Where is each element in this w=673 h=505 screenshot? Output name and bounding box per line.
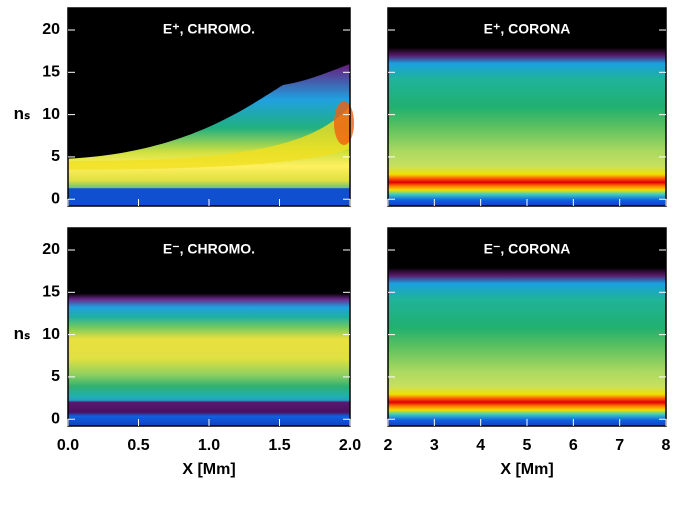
y-axis-label: nₛ (14, 104, 31, 123)
heatmap-image (68, 228, 350, 426)
y-tick-label: 0 (51, 410, 60, 427)
heatmap-image (68, 106, 350, 170)
panel-title: E⁻, CORONA (484, 241, 571, 257)
y-tick-label: 5 (51, 368, 60, 385)
y-axis-label: nₛ (14, 324, 31, 343)
x-tick-label: 3 (430, 437, 439, 454)
y-tick-label: 20 (42, 21, 60, 38)
x-tick-label: 7 (615, 437, 624, 454)
y-tick-label: 10 (42, 326, 60, 343)
y-tick-label: 5 (51, 148, 60, 165)
x-tick-label: 2.0 (339, 437, 361, 454)
x-tick-label: 8 (662, 437, 671, 454)
y-tick-label: 10 (42, 106, 60, 123)
y-tick-label: 0 (51, 190, 60, 207)
x-axis-label: X [Mm] (500, 461, 553, 478)
x-tick-label: 0.5 (127, 437, 149, 454)
x-tick-label: 0.0 (57, 437, 79, 454)
x-tick-label: 1.0 (198, 437, 220, 454)
heatmap-image (388, 8, 666, 206)
x-tick-label: 1.5 (268, 437, 290, 454)
panel-title: E⁻, CHROMO. (163, 241, 255, 257)
panel-title: E⁺, CHROMO. (163, 21, 255, 37)
x-tick-label: 6 (569, 437, 578, 454)
heatmap-image (68, 63, 350, 206)
heatmap-image (334, 101, 354, 146)
x-tick-label: 2 (384, 437, 393, 454)
panel-title: E⁺, CORONA (484, 21, 571, 37)
y-tick-label: 15 (42, 284, 60, 301)
x-axis-label: X [Mm] (182, 461, 235, 478)
heatmap-image (388, 228, 666, 426)
x-tick-label: 5 (523, 437, 532, 454)
x-tick-label: 4 (476, 437, 485, 454)
y-tick-label: 20 (42, 241, 60, 258)
y-tick-label: 15 (42, 64, 60, 81)
